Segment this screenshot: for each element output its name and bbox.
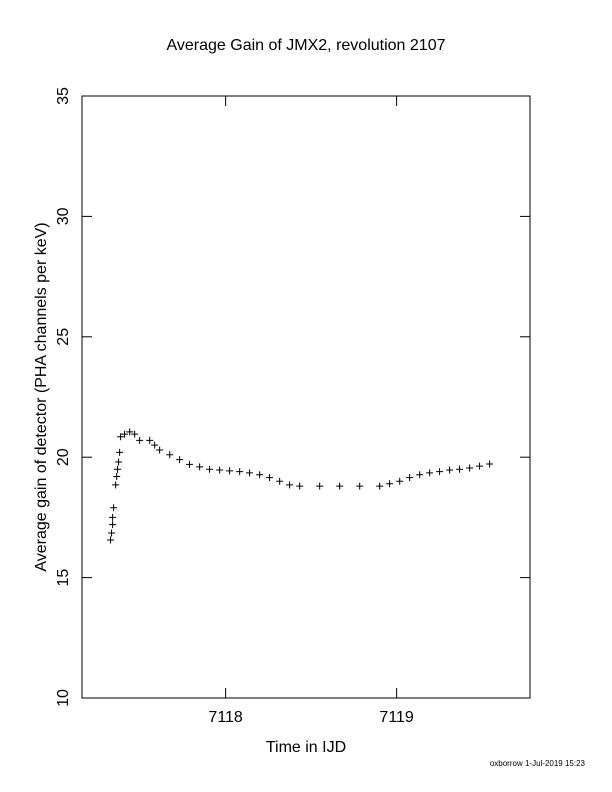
data-point xyxy=(466,464,474,472)
x-tick-label: 7118 xyxy=(208,709,243,726)
data-point xyxy=(226,467,234,475)
data-point xyxy=(126,428,134,436)
y-tick-label: 30 xyxy=(55,207,72,225)
data-point xyxy=(426,469,434,477)
data-point xyxy=(110,504,118,512)
data-point xyxy=(256,471,264,479)
data-point xyxy=(113,472,121,480)
data-point xyxy=(266,474,274,482)
data-point xyxy=(109,521,117,529)
y-tick-label: 25 xyxy=(55,328,72,346)
data-point xyxy=(107,536,115,544)
data-point xyxy=(356,482,364,490)
y-tick-label: 35 xyxy=(55,87,72,105)
data-point xyxy=(186,460,194,468)
data-point xyxy=(416,471,424,479)
data-point xyxy=(456,465,464,473)
data-point xyxy=(109,513,117,521)
data-point xyxy=(121,430,129,438)
data-point xyxy=(166,451,174,459)
data-point xyxy=(176,456,184,464)
data-point xyxy=(146,436,154,444)
data-point xyxy=(216,466,224,474)
data-point xyxy=(336,482,344,490)
data-point xyxy=(131,430,139,438)
data-point xyxy=(276,477,284,485)
data-point xyxy=(476,462,484,470)
data-point xyxy=(376,482,384,490)
data-point xyxy=(156,446,164,454)
y-tick-label: 20 xyxy=(55,448,72,466)
x-axis-label: Time in IJD xyxy=(266,739,346,756)
chart-title: Average Gain of JMX2, revolution 2107 xyxy=(167,37,446,54)
data-point xyxy=(117,433,125,441)
data-point xyxy=(136,436,144,444)
data-point xyxy=(206,465,214,473)
data-point xyxy=(108,529,116,537)
data-point xyxy=(396,477,404,485)
data-point xyxy=(115,458,123,466)
data-point xyxy=(151,441,159,449)
data-point xyxy=(286,481,294,489)
plot-frame xyxy=(81,95,531,699)
y-axis-label: Average gain of detector (PHA channels p… xyxy=(33,222,50,571)
data-point xyxy=(486,460,494,468)
footer: oxborrow 1-Jul-2019 15:23 xyxy=(490,759,586,768)
data-point xyxy=(246,469,254,477)
x-tick-label: 7119 xyxy=(379,709,414,726)
data-point xyxy=(386,480,394,488)
data-point xyxy=(316,482,324,490)
data-point xyxy=(236,468,244,476)
data-point xyxy=(296,482,304,490)
data-point xyxy=(436,468,444,476)
data-point xyxy=(116,448,124,456)
data-point xyxy=(112,481,120,489)
data-point xyxy=(406,474,414,482)
data-point xyxy=(446,466,454,474)
y-tick-label: 15 xyxy=(55,569,72,587)
y-tick-label: 10 xyxy=(55,689,72,707)
data-point xyxy=(196,463,204,471)
data-point xyxy=(114,465,122,473)
